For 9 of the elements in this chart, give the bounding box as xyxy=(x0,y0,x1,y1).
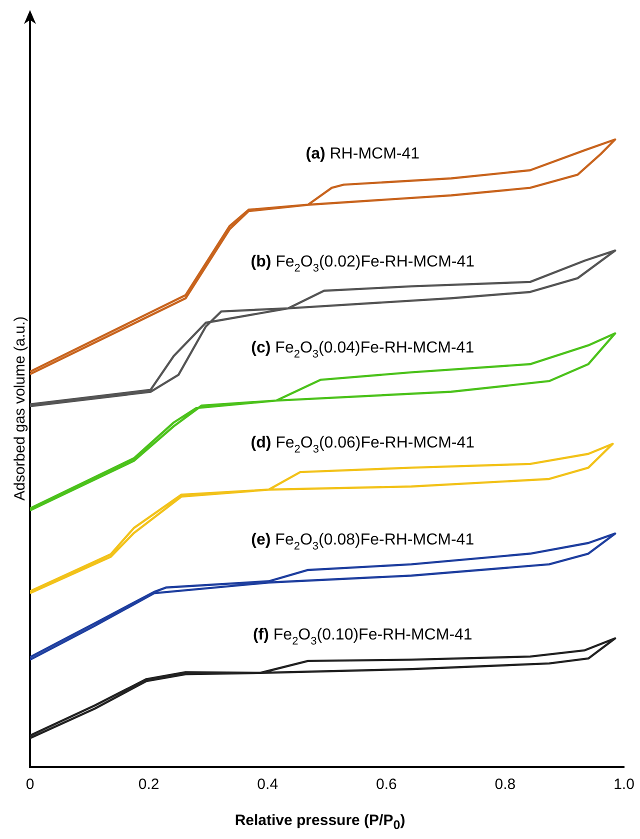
x-tick-label: 0.2 xyxy=(138,776,160,794)
y-axis-title: Adsorbed gas volume (a.u.) xyxy=(12,315,28,503)
x-tick-label: 0.8 xyxy=(494,776,516,794)
x-tick-label: 0.4 xyxy=(257,776,278,794)
x-axis-title: Relative pressure (P/P$_{0}$) xyxy=(234,812,406,832)
series-label: (a) RH-MCM-41 xyxy=(306,145,420,162)
x-tick-label: 0 xyxy=(26,776,34,794)
x-tick-label: 1.0 xyxy=(614,776,634,794)
x-tick-label: 0.6 xyxy=(376,776,397,794)
